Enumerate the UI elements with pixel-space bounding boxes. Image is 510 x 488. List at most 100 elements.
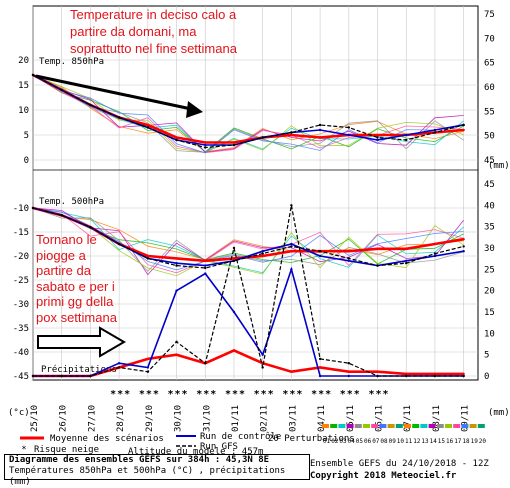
- temp500-gfs-line: [32, 207, 464, 269]
- snow-marker: *: [117, 389, 123, 400]
- label-temp850: Temp. 850hPa: [39, 57, 104, 67]
- temp850-control-point: [433, 128, 437, 132]
- perturbation-label: 12: [413, 438, 421, 445]
- temp500-mean-point: [290, 250, 293, 253]
- perturbations-title: 20 Perturbations: [268, 434, 355, 444]
- snow-marker: *: [268, 389, 274, 400]
- precip-gfs-point: [405, 374, 408, 378]
- x-tick-label: 04/11: [317, 405, 327, 432]
- perturbation-swatch: [354, 424, 362, 428]
- annotation-top-line2: partire da domani, ma: [70, 24, 197, 39]
- snow-marker: *: [282, 389, 288, 400]
- y-tick-right-upper: 55: [484, 107, 495, 117]
- temp500-control-point: [204, 264, 207, 267]
- precip-mean-point: [376, 370, 379, 373]
- temp850-gfs-point: [60, 88, 63, 92]
- snow-marker: *: [289, 389, 295, 400]
- arrow-top-head: [186, 101, 203, 118]
- snow-marker: *: [232, 389, 238, 400]
- annotation-top-line1: Temperature in deciso calo a: [70, 7, 237, 22]
- x-tick-label: 26/10: [59, 405, 69, 432]
- snow-marker: *: [296, 389, 302, 400]
- y-tick-precip: 15: [484, 308, 495, 318]
- perturbation-swatch: [404, 424, 411, 428]
- precip-mean-point: [146, 357, 150, 361]
- arrow-top: [35, 74, 197, 112]
- temp850-control-point: [204, 143, 207, 147]
- temp500-mean-point: [232, 257, 236, 260]
- x-tick-label: 08/11: [432, 405, 442, 432]
- perturbation-swatch: [338, 424, 346, 428]
- precip-gfs-point: [462, 374, 465, 378]
- temp500-gfs-point: [204, 266, 207, 270]
- perturbation-label: 16: [446, 438, 454, 445]
- temp500-control-point: [261, 250, 264, 253]
- precip-gfs-point: [89, 374, 92, 378]
- x-tick-label: 01/11: [231, 405, 241, 432]
- snow-marker: *: [383, 389, 389, 400]
- temp500-gfs-point: [462, 245, 465, 248]
- temp500-gfs-point: [232, 259, 236, 262]
- snow-marker: *: [354, 389, 360, 400]
- annotation-left-line4: sabato e per i: [36, 278, 115, 294]
- temp500-gfs-point: [261, 252, 264, 255]
- unit-right: (mm): [488, 408, 510, 418]
- temp500-gfs-point: [347, 257, 351, 260]
- perturbation-swatch: [436, 424, 444, 428]
- temp850-gfs-point: [204, 146, 207, 149]
- precip-control-point: [318, 374, 322, 378]
- altitude-label: Altitude du modele : 457m: [128, 447, 263, 457]
- precip-control-point: [204, 272, 207, 275]
- annotation-left-line1: Tornano le: [36, 232, 97, 247]
- y-tick-right-upper: 70: [484, 34, 495, 44]
- temp850-mean-point: [318, 136, 322, 139]
- precip-control-point: [117, 362, 121, 365]
- precip-control-point: [232, 310, 236, 314]
- temp500-mean-point: [146, 254, 150, 258]
- x-tick-label: 02/11: [260, 405, 270, 432]
- perturbation-label: 18: [462, 438, 470, 445]
- temp500-gfs-point: [31, 206, 35, 210]
- y-tick-precip: 45: [484, 180, 495, 190]
- temp500-control-point: [318, 254, 322, 258]
- y-tick-850: 15: [18, 81, 29, 91]
- label-temp500: Temp. 500hPa: [39, 197, 104, 207]
- temp500-mean-point: [175, 257, 178, 260]
- temp850-gfs-point: [462, 123, 465, 127]
- precip-gfs-point: [232, 246, 236, 250]
- perturbation-swatch: [371, 424, 379, 428]
- temp500-gfs-point: [117, 242, 121, 246]
- x-tick-label: 30/10: [174, 405, 184, 432]
- perturbation-swatch: [428, 424, 436, 428]
- temp850-gfs-point: [405, 138, 408, 142]
- temp500-control-line: [32, 207, 464, 267]
- perturbation-swatch: [379, 424, 387, 428]
- precip-gfs-point: [318, 357, 322, 361]
- temp500-gfs-point: [290, 245, 293, 248]
- legend-control-label: Run de contrôle: [200, 431, 281, 442]
- precip-control-point: [290, 268, 293, 271]
- y-tick-right-upper: 60: [484, 83, 495, 93]
- x-tick-label: 31/10: [202, 405, 212, 432]
- y-tick-850: 20: [18, 56, 29, 66]
- temp500-gfs-point: [60, 214, 63, 217]
- temp850-gfs-point: [146, 126, 150, 129]
- snow-marker: *: [139, 389, 145, 400]
- annotation-top-line3: soprattutto nel fine settimana: [70, 41, 237, 56]
- legend-snow-label: Risque neige: [34, 445, 99, 455]
- unit-right-upper: (mm): [488, 161, 510, 171]
- perturbation-label: 05: [356, 438, 364, 445]
- precip-gfs-point: [261, 366, 264, 369]
- perturbation-label: 02: [331, 438, 339, 445]
- y-tick-precip: 35: [484, 223, 495, 233]
- y-tick-right-upper: 45: [484, 156, 495, 166]
- temp500-control-point: [290, 242, 293, 246]
- perturbation-swatch: [322, 424, 329, 428]
- temp500-mean-point: [433, 242, 437, 246]
- annotation-left-line3: partire da: [36, 263, 91, 278]
- perturbation-swatch: [330, 424, 338, 428]
- perturbation-label: 06: [364, 438, 372, 445]
- annotation-left-line6: pox settimana: [36, 309, 117, 325]
- perturbation-label: 08: [380, 438, 388, 445]
